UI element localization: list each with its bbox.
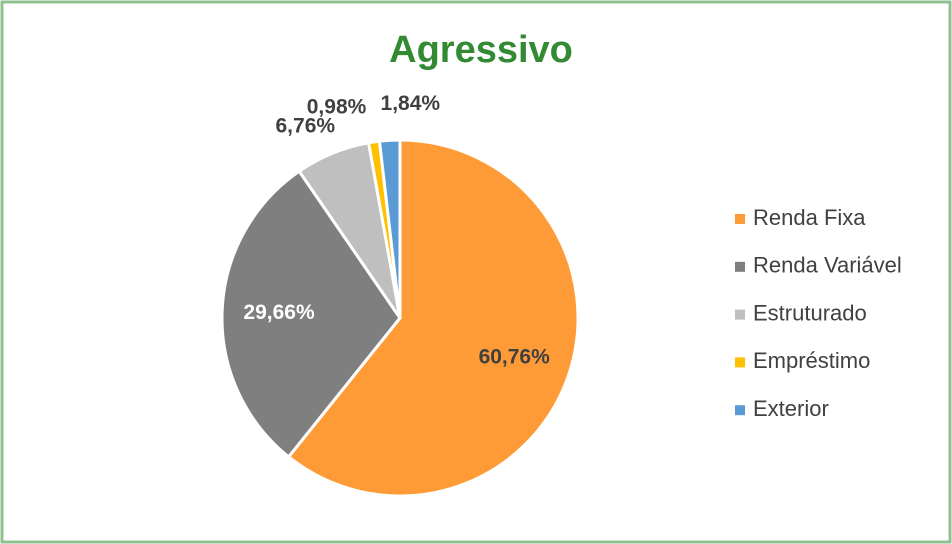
legend-label: Renda Variável [753,253,902,278]
data-label: 29,66% [243,301,315,324]
data-label: 6,76% [276,115,336,138]
legend-label: Exterior [753,396,829,421]
legend-label: Estruturado [753,300,867,325]
data-label: 0,98% [307,96,367,119]
data-label: 60,76% [479,346,551,369]
legend-swatch [735,309,745,320]
legend-swatch [735,214,745,224]
pie-slice [286,138,580,498]
data-label: 1,84% [381,92,441,115]
pie-slice [220,169,402,459]
legend-swatch [735,261,745,272]
legend-label: Renda Fixa [753,205,866,230]
legend-label: Empréstimo [753,348,870,373]
legend-swatch [735,357,745,368]
chart-title: Agressivo [389,29,573,71]
legend-swatch [735,405,745,416]
pie-slice [377,138,402,319]
